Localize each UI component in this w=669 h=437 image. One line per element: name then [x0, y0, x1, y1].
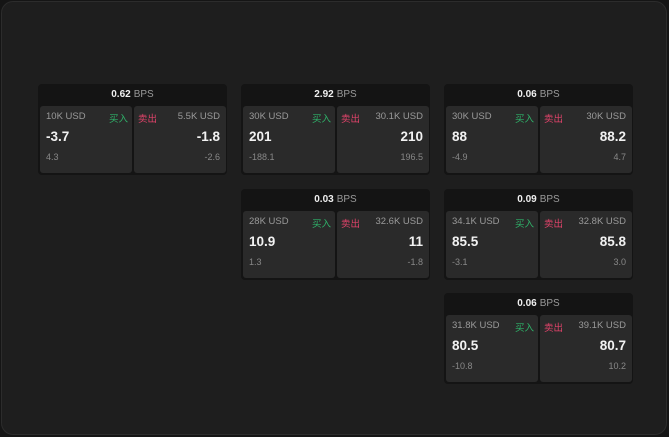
buy-change: -10.8	[452, 361, 473, 371]
buy-price: 201	[249, 129, 272, 144]
sell-change: 10.2	[608, 361, 626, 371]
sell-button[interactable]: 32.6K USD 卖出 11 -1.8	[337, 211, 429, 278]
price-widget: 0.06 BPS 31.8K USD 买入 80.5 -10.8 39.1K US…	[444, 293, 633, 384]
spread-unit: BPS	[539, 194, 560, 205]
sell-label: 卖出	[544, 323, 564, 334]
sell-label: 卖出	[341, 114, 361, 125]
spread-header: 0.62 BPS	[38, 84, 227, 105]
buy-button[interactable]: 28K USD 买入 10.9 1.3	[243, 211, 335, 278]
buy-change: -3.1	[452, 257, 468, 267]
spread-header: 0.03 BPS	[241, 189, 430, 210]
sell-size: 30K USD	[586, 111, 626, 122]
buy-label: 买入	[514, 323, 534, 334]
spread-value: 0.09	[517, 194, 537, 205]
buy-price: 88	[452, 129, 468, 144]
spread-value: 0.62	[111, 89, 131, 100]
buy-button[interactable]: 30K USD 买入 201 -188.1	[243, 106, 335, 173]
spread-value: 2.92	[314, 89, 334, 100]
sell-price: 210	[400, 129, 423, 144]
sell-label: 卖出	[341, 219, 361, 230]
sell-button[interactable]: 5.5K USD 卖出 -1.8 -2.6	[134, 106, 226, 173]
sell-size: 32.8K USD	[578, 216, 626, 227]
spread-header: 0.06 BPS	[444, 293, 633, 314]
sell-size: 32.6K USD	[375, 216, 423, 227]
price-widget: 0.62 BPS 10K USD 买入 -3.7 4.3 5.5K USD 卖出 …	[38, 84, 227, 175]
buy-label: 买入	[108, 114, 128, 125]
buy-price: 85.5	[452, 234, 479, 249]
sell-size: 39.1K USD	[578, 320, 626, 331]
sell-size: 30.1K USD	[375, 111, 423, 122]
price-widget: 0.03 BPS 28K USD 买入 10.9 1.3 32.6K USD 卖出…	[241, 189, 430, 280]
sell-price: 80.7	[599, 338, 626, 353]
buy-price: 80.5	[452, 338, 479, 353]
spread-unit: BPS	[539, 298, 560, 309]
buy-change: -188.1	[249, 152, 275, 162]
buy-change: -4.9	[452, 152, 468, 162]
spread-unit: BPS	[336, 89, 357, 100]
buy-button[interactable]: 30K USD 买入 88 -4.9	[446, 106, 538, 173]
spread-unit: BPS	[336, 194, 357, 205]
sell-change: 3.0	[613, 257, 626, 267]
sell-button[interactable]: 30.1K USD 卖出 210 196.5	[337, 106, 429, 173]
sell-change: 4.7	[613, 152, 626, 162]
spread-header: 0.09 BPS	[444, 189, 633, 210]
spread-value: 0.06	[517, 89, 537, 100]
buy-change: 4.3	[46, 152, 59, 162]
sell-label: 卖出	[544, 114, 564, 125]
buy-button[interactable]: 31.8K USD 买入 80.5 -10.8	[446, 315, 538, 382]
buy-label: 买入	[311, 114, 331, 125]
spread-unit: BPS	[539, 89, 560, 100]
price-widget: 0.06 BPS 30K USD 买入 88 -4.9 30K USD 卖出 88…	[444, 84, 633, 175]
buy-label: 买入	[311, 219, 331, 230]
sell-change: 196.5	[400, 152, 423, 162]
buy-size: 34.1K USD	[452, 216, 500, 227]
buy-change: 1.3	[249, 257, 262, 267]
buy-size: 30K USD	[452, 111, 492, 122]
sell-price: 88.2	[599, 129, 626, 144]
buy-price: 10.9	[249, 234, 276, 249]
spread-value: 0.06	[517, 298, 537, 309]
sell-button[interactable]: 39.1K USD 卖出 80.7 10.2	[540, 315, 632, 382]
buy-size: 31.8K USD	[452, 320, 500, 331]
buy-price: -3.7	[46, 129, 70, 144]
sell-button[interactable]: 30K USD 卖出 88.2 4.7	[540, 106, 632, 173]
sell-price: 85.8	[599, 234, 626, 249]
sell-change: -2.6	[204, 152, 220, 162]
sell-label: 卖出	[544, 219, 564, 230]
spread-unit: BPS	[133, 89, 154, 100]
buy-size: 10K USD	[46, 111, 86, 122]
buy-size: 30K USD	[249, 111, 289, 122]
buy-size: 28K USD	[249, 216, 289, 227]
price-widget: 2.92 BPS 30K USD 买入 201 -188.1 30.1K USD …	[241, 84, 430, 175]
sell-button[interactable]: 32.8K USD 卖出 85.8 3.0	[540, 211, 632, 278]
sell-price: 11	[408, 234, 423, 249]
sell-change: -1.8	[407, 257, 423, 267]
sell-label: 卖出	[138, 114, 158, 125]
spread-header: 0.06 BPS	[444, 84, 633, 105]
buy-button[interactable]: 10K USD 买入 -3.7 4.3	[40, 106, 132, 173]
buy-label: 买入	[514, 114, 534, 125]
sell-size: 5.5K USD	[177, 111, 220, 122]
sell-price: -1.8	[196, 129, 220, 144]
price-widget: 0.09 BPS 34.1K USD 买入 85.5 -3.1 32.8K USD…	[444, 189, 633, 280]
buy-button[interactable]: 34.1K USD 买入 85.5 -3.1	[446, 211, 538, 278]
buy-label: 买入	[514, 219, 534, 230]
spread-value: 0.03	[314, 194, 334, 205]
spread-header: 2.92 BPS	[241, 84, 430, 105]
